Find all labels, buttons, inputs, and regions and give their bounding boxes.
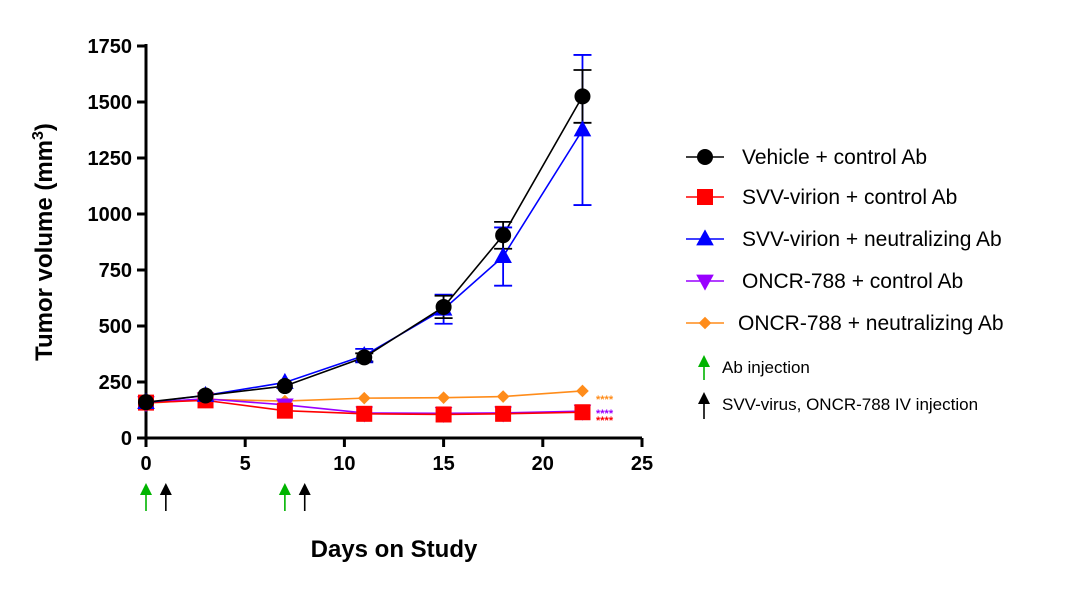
data-point bbox=[276, 378, 293, 395]
significance-stars: **** bbox=[596, 415, 614, 427]
y-tick-label: 1000 bbox=[88, 204, 133, 226]
data-point bbox=[573, 120, 592, 137]
data-point bbox=[437, 391, 450, 404]
x-tick-label: 0 bbox=[140, 453, 151, 475]
legend-label: SVV-virion + neutralizing Ab bbox=[742, 228, 1002, 251]
arrow-head bbox=[698, 392, 710, 404]
data-point bbox=[357, 391, 371, 405]
arrow-head bbox=[159, 483, 172, 495]
arrow-head bbox=[698, 355, 710, 367]
legend-marker bbox=[696, 229, 714, 246]
axis-ticks: 0 250 500 750 1000 1250 1500 1750 0 5 10 15 20 25 bbox=[88, 36, 654, 475]
y-axis-title-main: Tumor volume (mm bbox=[31, 140, 58, 361]
arrow-legend-entry: SVV-virus, ONCR-788 IV injection bbox=[698, 392, 978, 419]
data-point bbox=[197, 387, 214, 404]
legend-entry: ONCR-788 + control Ab bbox=[686, 270, 963, 293]
axes bbox=[144, 44, 642, 440]
arrow-legend-icon bbox=[698, 355, 710, 380]
significance-stars: **** bbox=[596, 394, 614, 406]
legend: Vehicle + control Ab SVV-virion + control… bbox=[686, 146, 1004, 335]
y-tick-label: 500 bbox=[99, 316, 132, 338]
legend-marker bbox=[698, 316, 712, 330]
x-tick-label: 5 bbox=[240, 453, 251, 475]
y-tick-label: 0 bbox=[121, 428, 132, 450]
legend-entry: Vehicle + control Ab bbox=[686, 146, 927, 169]
y-tick-label: 250 bbox=[99, 372, 132, 394]
significance-stars: **** bbox=[596, 408, 614, 420]
data-point bbox=[494, 246, 512, 263]
injection-arrow bbox=[278, 483, 291, 511]
data-point bbox=[576, 384, 589, 398]
x-axis-title: Days on Study bbox=[311, 536, 478, 563]
arrow-legend-icon bbox=[698, 392, 710, 419]
y-axis-title-end: ) bbox=[31, 123, 58, 131]
legend-entry: SVV-virion + control Ab bbox=[686, 186, 957, 209]
data-point bbox=[356, 405, 373, 422]
y-tick-label: 1500 bbox=[88, 92, 133, 114]
y-tick-label: 750 bbox=[99, 260, 132, 282]
data-point bbox=[435, 406, 452, 423]
y-tick-label: 1750 bbox=[88, 36, 133, 58]
arrow-head bbox=[298, 483, 311, 495]
legend-marker bbox=[697, 149, 713, 165]
injection-arrows bbox=[140, 483, 311, 511]
y-axis-title-sup: 3 bbox=[30, 131, 47, 140]
legend-label: ONCR-788 + neutralizing Ab bbox=[738, 312, 1004, 335]
legend-entry: SVV-virion + neutralizing Ab bbox=[686, 228, 1002, 251]
x-tick-label: 20 bbox=[532, 453, 554, 475]
data-point bbox=[574, 88, 591, 105]
arrow-legend-label: Ab injection bbox=[722, 358, 810, 377]
legend-marker bbox=[697, 189, 713, 205]
legend-marker bbox=[696, 274, 714, 291]
series-lines bbox=[145, 96, 584, 416]
data-point bbox=[138, 394, 154, 411]
legend-label: ONCR-788 + control Ab bbox=[742, 270, 963, 293]
y-axis-title: Tumor volume (mm3) bbox=[30, 123, 58, 361]
data-point bbox=[356, 349, 373, 366]
legend-label: Vehicle + control Ab bbox=[742, 146, 927, 169]
significance-annotations: ************ bbox=[596, 394, 614, 427]
injection-arrow bbox=[159, 483, 172, 511]
data-point bbox=[496, 390, 510, 403]
injection-arrow bbox=[298, 483, 311, 511]
series-markers bbox=[137, 88, 592, 423]
arrow-legend-label: SVV-virus, ONCR-788 IV injection bbox=[722, 395, 978, 414]
injection-arrow bbox=[140, 483, 152, 511]
data-point bbox=[574, 404, 591, 421]
error-bars bbox=[355, 54, 592, 364]
arrow-head bbox=[140, 483, 152, 495]
data-point bbox=[495, 227, 512, 244]
data-point bbox=[276, 402, 293, 419]
y-tick-label: 1250 bbox=[88, 148, 133, 170]
x-tick-label: 15 bbox=[432, 453, 454, 475]
data-point bbox=[435, 298, 452, 315]
legend-label: SVV-virion + control Ab bbox=[742, 186, 957, 209]
x-tick-label: 10 bbox=[333, 453, 355, 475]
data-point bbox=[495, 405, 512, 422]
arrow-head bbox=[278, 483, 291, 495]
legend-entry: ONCR-788 + neutralizing Ab bbox=[686, 312, 1004, 335]
x-tick-label: 25 bbox=[631, 453, 653, 475]
arrow-legend-entry: Ab injection bbox=[698, 355, 810, 380]
arrow-legend: Ab injection SVV-virus, ONCR-788 IV injec… bbox=[698, 355, 978, 419]
